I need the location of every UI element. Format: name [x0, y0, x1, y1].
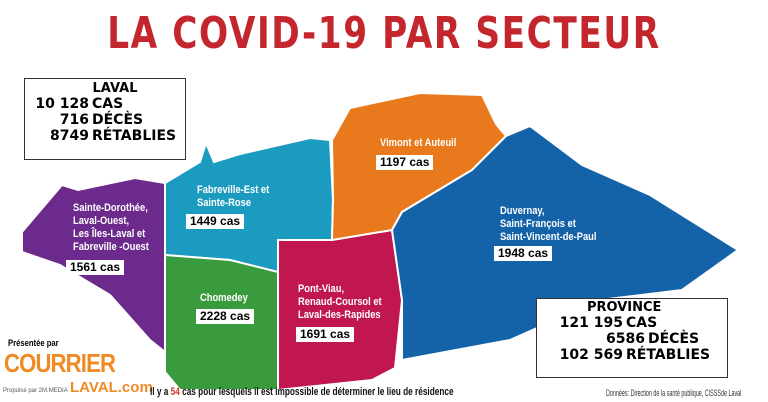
sector-label: Sainte-Dorothée, Laval-Ouest, Les Îles-L… — [73, 202, 149, 253]
sector-cases: 1948 cas — [494, 246, 553, 261]
province-deaths-value: 6586 — [606, 331, 645, 347]
footnote-pre: Il y a — [150, 386, 171, 398]
courrier-logo: COURRIER — [4, 348, 116, 378]
laval-recovered-value: 8749 — [50, 128, 89, 144]
sector-label: Fabreville-Est et Sainte-Rose — [197, 184, 270, 209]
footnote-count: 54 — [170, 386, 180, 398]
laval-deaths-label: DÉCÈS — [92, 112, 144, 128]
sector-cases: 1449 cas — [186, 214, 245, 229]
sector-cases: 2228 cas — [196, 309, 255, 324]
sector-label: Chomedey — [200, 292, 248, 304]
footnote-post: cas pour lesquels il est impossible de d… — [179, 386, 454, 398]
laval-recovered-label: RÉTABLIES — [92, 128, 177, 144]
footnote: Il y a 54 cas pour lesquels il est impos… — [150, 386, 454, 399]
province-deaths-label: DÉCÈS — [648, 331, 700, 347]
laval-cases-label: CAS — [92, 96, 124, 112]
presented-by: Présentée par — [8, 338, 59, 348]
province-cases-label: CAS — [626, 315, 658, 331]
sector-cases: 1197 cas — [376, 155, 434, 170]
province-title: PROVINCE — [587, 300, 662, 315]
sector-label: Duvernay, Saint-François et Saint-Vincen… — [500, 205, 597, 243]
sector-cases: 1561 cas — [66, 260, 125, 275]
province-cases-value: 121 195 — [559, 315, 623, 331]
province-recovered-value: 102 569 — [559, 347, 623, 363]
sector-label: Pont-Viau, Renaud-Coursol et Laval-des-R… — [298, 283, 382, 321]
province-summary: PROVINCE 121 195 CAS 6586 DÉCÈS 102 569 RÉT… — [536, 298, 728, 378]
laval-com-logo: LAVAL.com — [70, 379, 153, 396]
laval-title: LAVAL — [92, 81, 138, 96]
laval-cases-value: 10 128 — [35, 96, 89, 112]
laval-summary: LAVAL 10 128 CAS 716 DÉCÈS 8749 RÉTABLIES — [24, 78, 186, 160]
sector-label: Vimont et Auteuil — [380, 137, 457, 149]
page-title: LA COVID-19 PAR SECTEUR — [107, 8, 661, 59]
laval-deaths-value: 716 — [59, 112, 89, 128]
province-recovered-label: RÉTABLIES — [626, 347, 711, 363]
source-credit: Données: Direction de la santé publique,… — [606, 388, 742, 398]
sector-cases: 1691 cas — [296, 327, 355, 342]
logo-tagline: Propulsé par 2M.MEDIA — [3, 388, 68, 394]
